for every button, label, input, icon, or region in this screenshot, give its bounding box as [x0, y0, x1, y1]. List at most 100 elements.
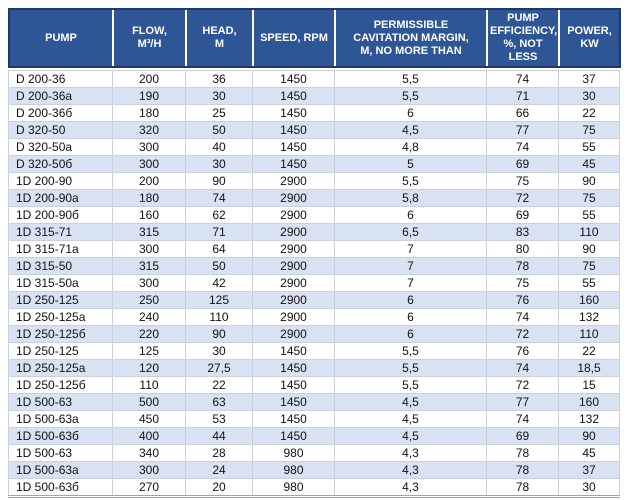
- cell-efficiency: 74: [486, 70, 559, 88]
- cell-pump: 1D 500-63: [8, 444, 113, 462]
- cell-speed: 2900: [252, 308, 335, 326]
- cell-flow: 500: [112, 393, 186, 411]
- cell-cavitation: 5,5: [334, 70, 487, 88]
- cell-head: 42: [185, 274, 253, 292]
- cell-flow: 300: [112, 461, 186, 479]
- pumps-table-header: PUMP FLOW, M³/H HEAD, M SPEED, RPM PERMI…: [8, 8, 621, 68]
- cell-head: 30: [185, 342, 253, 360]
- cell-speed: 1450: [252, 359, 335, 377]
- cell-pump: 1D 250-125б: [8, 325, 113, 343]
- table-row: 1D 250-125б 220 90 2900 6 72 110: [8, 325, 620, 343]
- cell-cavitation: 6: [334, 291, 487, 309]
- column-header-speed: SPEED, RPM: [252, 8, 335, 68]
- cell-speed: 980: [252, 461, 335, 479]
- cell-pump: 1D 250-125: [8, 291, 113, 309]
- cell-head: 90: [185, 172, 253, 190]
- cell-pump: 1D 315-71: [8, 223, 113, 241]
- cell-head: 74: [185, 189, 253, 207]
- table-row: 1D 315-71 315 71 2900 6,5 83 110: [8, 223, 620, 241]
- cell-pump: D 200-36a: [8, 87, 113, 105]
- table-row: 1D 250-125б 110 22 1450 5,5 72 15: [8, 376, 620, 394]
- cell-efficiency: 77: [486, 393, 559, 411]
- cell-cavitation: 7: [334, 240, 487, 258]
- cell-power: 15: [558, 376, 620, 394]
- cell-speed: 980: [252, 444, 335, 462]
- cell-efficiency: 78: [486, 257, 559, 275]
- cell-flow: 340: [112, 444, 186, 462]
- table-row: 1D 315-50a 300 42 2900 7 75 55: [8, 274, 620, 292]
- cell-efficiency: 78: [486, 478, 559, 497]
- cell-flow: 300: [112, 138, 186, 156]
- cell-speed: 2900: [252, 240, 335, 258]
- cell-flow: 270: [112, 478, 186, 497]
- cell-power: 55: [558, 206, 620, 224]
- column-header-flow: FLOW, M³/H: [112, 8, 186, 68]
- table-row: D 320-50б 300 30 1450 5 69 45: [8, 155, 620, 173]
- cell-power: 45: [558, 155, 620, 173]
- cell-head: 63: [185, 393, 253, 411]
- table-row: 1D 250-125a 240 110 2900 6 74 132: [8, 308, 620, 326]
- column-header-efficiency: PUMP EFFICIENCY, %, NOT LESS: [486, 8, 559, 68]
- column-header-pump: PUMP: [8, 8, 113, 68]
- cell-pump: 1D 250-125б: [8, 376, 113, 394]
- cell-head: 25: [185, 104, 253, 122]
- cell-power: 55: [558, 274, 620, 292]
- cell-pump: 1D 500-63a: [8, 461, 113, 479]
- cell-cavitation: 5,5: [334, 172, 487, 190]
- table-row: 1D 200-90 200 90 2900 5,5 75 90: [8, 172, 620, 190]
- cell-efficiency: 78: [486, 444, 559, 462]
- table-row: D 200-36a 190 30 1450 5,5 71 30: [8, 87, 620, 105]
- cell-power: 37: [558, 461, 620, 479]
- cell-cavitation: 4,5: [334, 393, 487, 411]
- cell-head: 44: [185, 427, 253, 445]
- cell-efficiency: 75: [486, 172, 559, 190]
- cell-flow: 110: [112, 376, 186, 394]
- cell-efficiency: 75: [486, 274, 559, 292]
- cell-efficiency: 71: [486, 87, 559, 105]
- cell-flow: 320: [112, 121, 186, 139]
- cell-efficiency: 76: [486, 291, 559, 309]
- cell-pump: 1D 250-125a: [8, 359, 113, 377]
- cell-flow: 125: [112, 342, 186, 360]
- cell-flow: 250: [112, 291, 186, 309]
- cell-head: 50: [185, 257, 253, 275]
- table-row: D 320-50 320 50 1450 4,5 77 75: [8, 121, 620, 139]
- table-row: 1D 500-63a 300 24 980 4,3 78 37: [8, 461, 620, 479]
- cell-cavitation: 4,5: [334, 121, 487, 139]
- cell-efficiency: 74: [486, 410, 559, 428]
- cell-power: 160: [558, 393, 620, 411]
- cell-cavitation: 7: [334, 257, 487, 275]
- cell-efficiency: 72: [486, 376, 559, 394]
- cell-head: 28: [185, 444, 253, 462]
- header-row: PUMP FLOW, M³/H HEAD, M SPEED, RPM PERMI…: [8, 8, 621, 68]
- cell-speed: 1450: [252, 427, 335, 445]
- cell-cavitation: 4,5: [334, 410, 487, 428]
- cell-pump: 1D 200-90б: [8, 206, 113, 224]
- cell-cavitation: 4,3: [334, 461, 487, 479]
- cell-cavitation: 5,5: [334, 342, 487, 360]
- cell-cavitation: 4,3: [334, 444, 487, 462]
- cell-power: 75: [558, 121, 620, 139]
- table-row: 1D 200-90a 180 74 2900 5,8 72 75: [8, 189, 620, 207]
- cell-head: 20: [185, 478, 253, 497]
- cell-power: 55: [558, 138, 620, 156]
- table-row: 1D 500-63a 450 53 1450 4,5 74 132: [8, 410, 620, 428]
- cell-speed: 1450: [252, 70, 335, 88]
- cell-power: 22: [558, 342, 620, 360]
- cell-speed: 1450: [252, 155, 335, 173]
- cell-flow: 180: [112, 104, 186, 122]
- column-header-cavitation: PERMISSIBLE CAVITATION MARGIN, M, NO MOR…: [334, 8, 487, 68]
- cell-speed: 2900: [252, 172, 335, 190]
- cell-efficiency: 80: [486, 240, 559, 258]
- cell-flow: 220: [112, 325, 186, 343]
- cell-power: 132: [558, 410, 620, 428]
- table-row: 1D 500-63б 270 20 980 4,3 78 30: [8, 478, 620, 497]
- cell-pump: 1D 315-50: [8, 257, 113, 275]
- cell-head: 90: [185, 325, 253, 343]
- pumps-table: D 200-36 200 36 1450 5,5 74 37 D 200-36a 190 30 14…: [8, 70, 620, 498]
- table-row: 1D 500-63 340 28 980 4,3 78 45: [8, 444, 620, 462]
- cell-power: 75: [558, 189, 620, 207]
- table-row: 1D 200-90б 160 62 2900 6 69 55: [8, 206, 620, 224]
- cell-flow: 400: [112, 427, 186, 445]
- cell-cavitation: 5,5: [334, 359, 487, 377]
